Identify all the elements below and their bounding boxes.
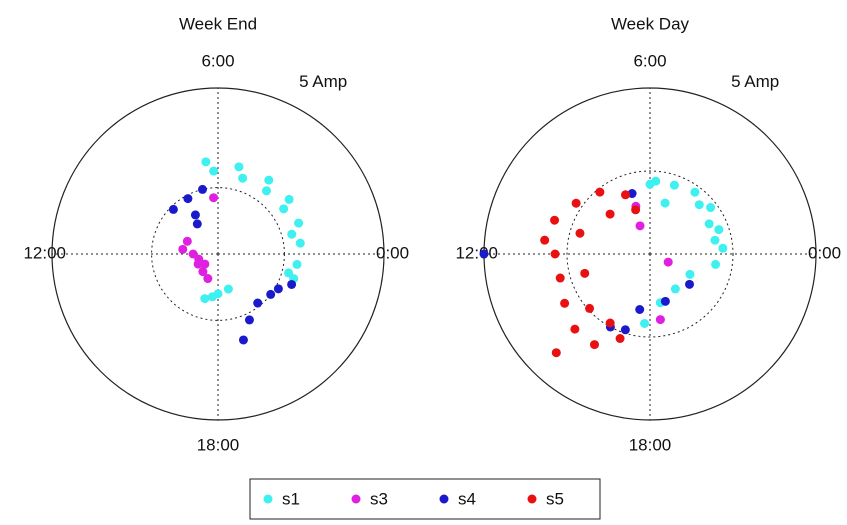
data-point: [595, 187, 605, 197]
data-point: [560, 298, 570, 308]
data-point: [292, 259, 302, 269]
data-point: [660, 198, 670, 208]
data-point: [168, 204, 178, 214]
data-point: [294, 218, 304, 228]
data-point: [589, 340, 599, 350]
data-point: [670, 284, 680, 294]
data-point: [714, 225, 724, 235]
data-point: [201, 157, 211, 167]
data-point: [238, 335, 248, 345]
data-point: [209, 193, 219, 203]
data-point: [645, 179, 655, 189]
data-point: [660, 296, 670, 306]
angle-tick-label: 0:00: [376, 243, 409, 262]
legend-label: s5: [546, 489, 564, 508]
data-point: [192, 219, 202, 229]
angle-tick-label: 6:00: [201, 51, 234, 70]
data-point: [198, 267, 208, 277]
angle-tick-label: 18:00: [629, 435, 672, 454]
angle-tick-label: 18:00: [197, 435, 240, 454]
data-point: [669, 180, 679, 190]
data-point: [640, 319, 650, 329]
data-point: [262, 186, 272, 196]
data-point: [238, 173, 248, 183]
data-point: [273, 284, 283, 294]
data-point: [479, 249, 489, 259]
data-point: [234, 162, 244, 172]
data-point: [197, 184, 207, 194]
data-point: [200, 259, 210, 269]
data-point: [295, 238, 305, 248]
legend-box: [249, 478, 601, 520]
data-point: [551, 348, 561, 358]
legend-label: s4: [458, 489, 476, 508]
data-point: [287, 279, 297, 289]
data-point: [178, 244, 188, 254]
data-point: [264, 175, 274, 185]
data-point: [605, 209, 615, 219]
legend-label: s1: [282, 489, 300, 508]
radius-tick-label: 5 Amp: [299, 72, 347, 91]
data-point: [690, 187, 700, 197]
data-point: [655, 315, 665, 325]
data-point: [287, 229, 297, 239]
legend-label: s3: [370, 489, 388, 508]
data-point: [663, 257, 673, 267]
data-point: [550, 249, 560, 259]
legend-marker: [527, 494, 537, 504]
data-point: [570, 324, 580, 334]
data-point: [253, 298, 263, 308]
data-point: [694, 200, 704, 210]
data-point: [580, 268, 590, 278]
data-point: [585, 303, 595, 313]
data-point: [685, 269, 695, 279]
data-point: [605, 318, 615, 328]
radius-tick-label: 5 Amp: [731, 72, 779, 91]
data-point: [284, 194, 294, 204]
data-point: [550, 215, 560, 225]
data-point: [620, 325, 630, 335]
angle-tick-label: 12:00: [23, 243, 66, 262]
data-point: [182, 236, 192, 246]
data-point: [631, 205, 641, 215]
data-point: [555, 273, 565, 283]
legend-marker: [263, 494, 273, 504]
data-point: [571, 198, 581, 208]
data-point: [284, 268, 294, 278]
angle-tick-label: 6:00: [633, 51, 666, 70]
data-point: [194, 254, 204, 264]
data-point: [209, 166, 219, 176]
chart-title: Week End: [179, 14, 257, 33]
data-point: [620, 190, 630, 200]
data-point: [190, 210, 200, 220]
data-point: [200, 294, 210, 304]
data-point: [711, 259, 721, 269]
data-point: [207, 292, 217, 302]
data-point: [718, 243, 728, 253]
chart-title: Week Day: [611, 14, 690, 33]
data-point: [279, 204, 289, 214]
data-point: [710, 235, 720, 245]
data-point: [244, 315, 254, 325]
grid-circle: [566, 170, 734, 338]
data-point: [615, 333, 625, 343]
data-point: [266, 289, 276, 299]
data-point: [575, 228, 585, 238]
legend-marker: [351, 494, 361, 504]
data-point: [635, 304, 645, 314]
data-point: [203, 274, 213, 284]
data-point: [685, 279, 695, 289]
angle-tick-label: 12:00: [455, 243, 498, 262]
data-point: [183, 194, 193, 204]
angle-tick-label: 0:00: [808, 243, 841, 262]
data-point: [223, 284, 233, 294]
data-point: [706, 203, 716, 213]
data-point: [540, 235, 550, 245]
data-point: [704, 219, 714, 229]
data-point: [635, 221, 645, 231]
legend-marker: [439, 494, 449, 504]
